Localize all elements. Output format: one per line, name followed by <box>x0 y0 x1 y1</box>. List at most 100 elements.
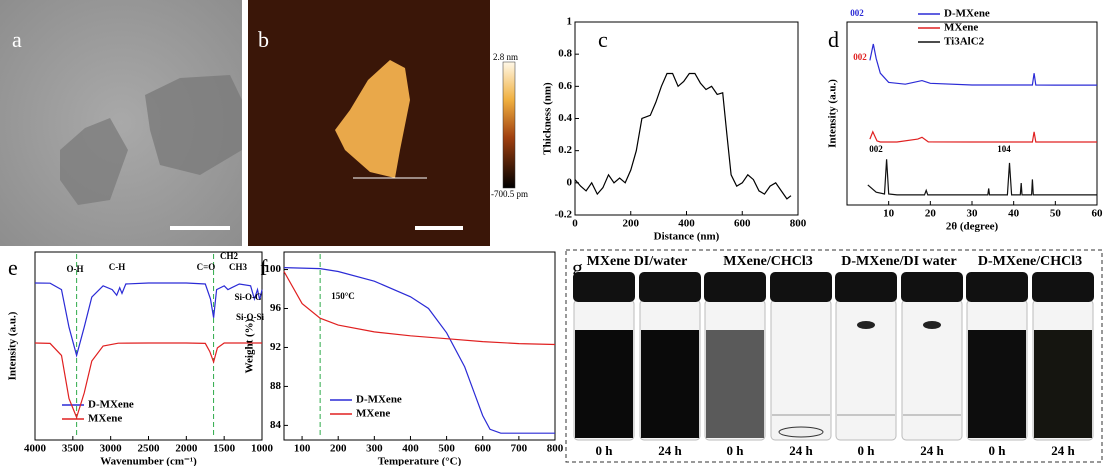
sample-title: D-MXene/DI water <box>841 254 956 269</box>
figure: a b 2.8 nm -700.5 pm g c0200400600800-0.… <box>0 0 1107 466</box>
annotation: 150°C <box>331 291 355 301</box>
x-tick-label: 500 <box>438 443 455 455</box>
x-tick-label: 2500 <box>138 443 161 455</box>
time-label: 24 h <box>789 443 813 458</box>
vial-liquid <box>575 330 633 438</box>
legend-label: MXene <box>944 22 978 34</box>
plot-frame <box>35 252 262 440</box>
series-line <box>284 268 555 434</box>
series-line <box>870 44 1097 85</box>
x-tick-label: 800 <box>790 218 807 230</box>
x-tick-label: 300 <box>366 443 383 455</box>
sediment <box>779 427 823 437</box>
vial-glass <box>771 300 831 440</box>
flakes <box>923 321 941 329</box>
x-tick-label: 40 <box>1008 208 1020 220</box>
y-tick-label: 0 <box>567 176 573 188</box>
series-line <box>575 74 791 199</box>
y-tick-label: 92 <box>270 341 282 353</box>
annotation: 002 <box>869 144 883 154</box>
vial-cap <box>639 272 701 302</box>
x-tick-label: 600 <box>474 443 491 455</box>
y-tick-label: 100 <box>265 263 282 275</box>
panel-label: e <box>8 255 18 280</box>
y-tick-label: 0.4 <box>558 112 572 124</box>
annotation: O-H <box>67 264 84 274</box>
y-tick-label: 1 <box>567 16 573 28</box>
x-tick-label: 400 <box>678 218 695 230</box>
legend-label: MXene <box>356 408 390 420</box>
annotation: C-H <box>109 262 126 272</box>
vial-cap <box>835 272 897 302</box>
panel-label: d <box>828 27 839 52</box>
time-label: 0 h <box>989 443 1007 458</box>
plot-frame <box>284 252 555 440</box>
x-tick-label: 3500 <box>62 443 85 455</box>
annotation: 002 <box>853 52 867 62</box>
x-tick-label: 10 <box>883 208 895 220</box>
flakes <box>857 321 875 329</box>
scale-bar <box>415 226 463 230</box>
vial-cap <box>573 272 635 302</box>
vial-cap <box>770 272 832 302</box>
legend-label: D-MXene <box>944 8 990 20</box>
plot-frame <box>847 22 1097 205</box>
x-tick-label: 30 <box>967 208 979 220</box>
y-axis-label: Thickness (nm) <box>542 82 554 155</box>
x-tick-label: 4000 <box>24 443 47 455</box>
x-tick-label: 700 <box>511 443 528 455</box>
colorbar-max: 2.8 nm <box>493 52 518 62</box>
x-tick-label: 200 <box>330 443 347 455</box>
time-label: 0 h <box>727 443 745 458</box>
panel-label: b <box>258 27 269 52</box>
x-tick-label: 400 <box>402 443 419 455</box>
x-tick-label: 200 <box>623 218 640 230</box>
y-tick-label: 0.6 <box>558 80 572 92</box>
x-tick-label: 20 <box>925 208 937 220</box>
y-axis-label: Weight (%) <box>244 318 256 373</box>
series-line <box>35 283 262 355</box>
y-tick-label: -0.2 <box>555 209 573 221</box>
time-label: 0 h <box>858 443 876 458</box>
vial-liquid <box>1034 330 1092 438</box>
colorbar-min: -700.5 pm <box>491 189 528 199</box>
y-tick-label: 84 <box>270 419 282 431</box>
panel-label: c <box>598 27 608 52</box>
colorbar <box>503 62 515 188</box>
y-tick-label: 0.2 <box>558 144 572 156</box>
series-line <box>868 159 1097 195</box>
annotation: Si-O-C <box>235 292 262 302</box>
x-tick-label: 800 <box>547 443 564 455</box>
x-tick-label: 50 <box>1050 208 1062 220</box>
annotation: C=O <box>197 262 216 272</box>
annotation: CH3 <box>229 262 248 272</box>
x-tick-label: 60 <box>1092 208 1104 220</box>
vial-liquid <box>968 330 1026 438</box>
vial-liquid <box>641 330 699 438</box>
legend-label: D-MXene <box>356 394 402 406</box>
sample-title: MXene/CHCl3 <box>723 254 812 269</box>
x-tick-label: 3000 <box>100 443 123 455</box>
x-tick-label: 2000 <box>175 443 198 455</box>
x-axis-label: Wavenumber (cm⁻¹) <box>100 456 197 466</box>
time-label: 24 h <box>658 443 682 458</box>
vial-cap <box>704 272 766 302</box>
vial-cap <box>1032 272 1094 302</box>
sample-title: D-MXene/CHCl3 <box>978 254 1082 269</box>
series-line <box>35 343 262 417</box>
y-axis-label: Intensity (a.u.) <box>7 311 19 380</box>
sample-title: MXene DI/water <box>587 254 688 269</box>
x-axis-label: Distance (nm) <box>654 231 720 243</box>
legend-label: D-MXene <box>88 399 134 411</box>
x-tick-label: 100 <box>294 443 311 455</box>
vial-cap <box>966 272 1028 302</box>
x-tick-label: 0 <box>572 218 578 230</box>
vial-cap <box>901 272 963 302</box>
y-axis-label: Intensity (a.u.) <box>827 79 839 148</box>
x-tick-label: 1000 <box>251 443 274 455</box>
panel-label: a <box>12 27 22 52</box>
legend-label: Ti3AlC2 <box>944 36 985 48</box>
y-tick-label: 88 <box>270 380 282 392</box>
time-label: 24 h <box>1051 443 1075 458</box>
scale-bar <box>170 226 230 230</box>
